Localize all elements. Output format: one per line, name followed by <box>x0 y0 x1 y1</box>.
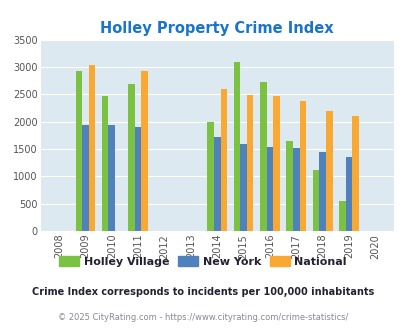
Bar <box>325 111 332 231</box>
Bar <box>128 84 134 231</box>
Bar <box>299 101 305 231</box>
Bar <box>141 71 148 231</box>
Bar <box>82 125 88 231</box>
Bar <box>338 201 345 231</box>
Bar <box>207 122 213 231</box>
Bar <box>260 82 266 231</box>
Bar <box>352 116 358 231</box>
Bar <box>273 96 279 231</box>
Bar <box>75 71 82 231</box>
Bar <box>286 141 292 231</box>
Bar <box>88 65 95 231</box>
Bar <box>240 144 246 231</box>
Legend: Holley Village, New York, National: Holley Village, New York, National <box>55 251 350 271</box>
Bar <box>292 148 299 231</box>
Bar <box>246 95 253 231</box>
Bar <box>266 147 273 231</box>
Title: Holley Property Crime Index: Holley Property Crime Index <box>100 21 333 36</box>
Text: © 2025 CityRating.com - https://www.cityrating.com/crime-statistics/: © 2025 CityRating.com - https://www.city… <box>58 313 347 322</box>
Bar <box>102 96 108 231</box>
Bar <box>319 152 325 231</box>
Bar <box>108 125 115 231</box>
Bar <box>134 126 141 231</box>
Bar <box>345 157 352 231</box>
Bar <box>233 62 240 231</box>
Bar <box>220 89 226 231</box>
Bar <box>312 170 319 231</box>
Bar <box>213 138 220 231</box>
Text: Crime Index corresponds to incidents per 100,000 inhabitants: Crime Index corresponds to incidents per… <box>32 287 373 297</box>
